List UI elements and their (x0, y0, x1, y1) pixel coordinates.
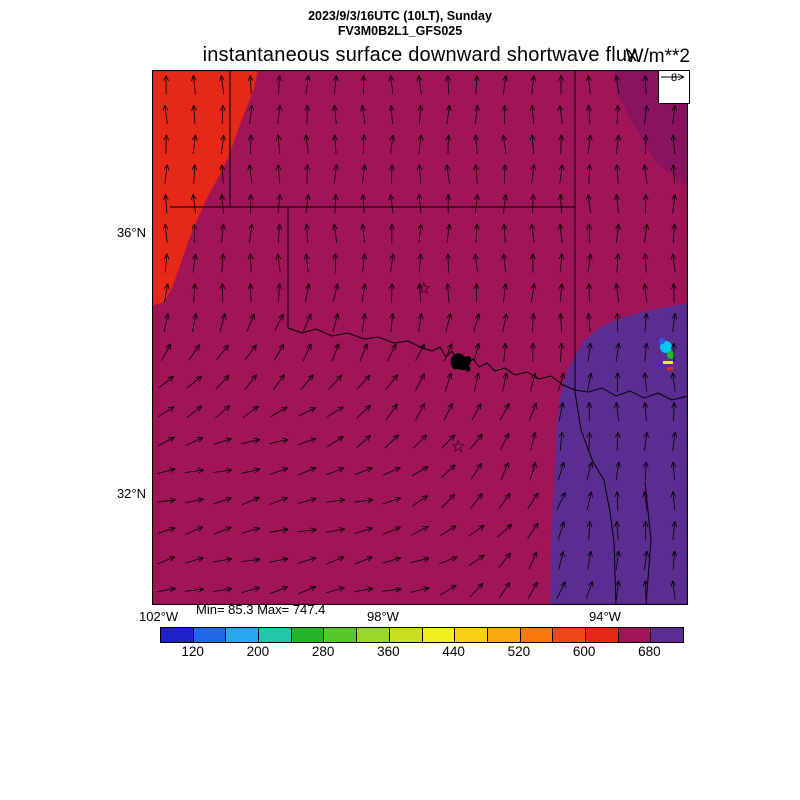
lat-label-32n: 32°N (116, 486, 146, 501)
colorbar-segment (225, 628, 259, 642)
high-flux-red-region (152, 70, 258, 306)
lon-label-94w: 94°W (589, 609, 621, 624)
map-plot: ☆☆ (152, 70, 688, 605)
reference-vector-value: 8 (670, 72, 678, 84)
colorbar-segment (617, 628, 651, 642)
colorbar-segment (192, 628, 226, 642)
colorbar-tick-label: 200 (246, 644, 270, 659)
low-flux-spot-red (667, 367, 673, 370)
chart-title: instantaneous surface downward shortwave… (202, 44, 638, 66)
colorbar-tick-label: 440 (442, 644, 465, 659)
lake-dot (465, 366, 471, 372)
model-name-line: FV3M0B2L1_GFS025 (337, 24, 463, 38)
colorbar-segment (161, 628, 193, 642)
low-flux-spot-cyan (660, 341, 672, 353)
colorbar-tick-label: 120 (181, 644, 204, 659)
colorbar-segment (584, 628, 618, 642)
colorbar-tick-label: 600 (572, 644, 596, 659)
colorbar-segment (258, 628, 291, 642)
colorbar-segment (290, 628, 324, 642)
colorbar-segment (650, 628, 683, 642)
colorbar-tick-label: 680 (638, 644, 661, 659)
wind-vector-field (156, 75, 678, 600)
colorbar (160, 627, 684, 643)
city-star-marker: ☆ (416, 279, 431, 298)
lon-label-102w: 102°W (139, 609, 179, 624)
lon-label-98w: 98°W (367, 609, 399, 624)
low-flux-spot-green (667, 351, 675, 359)
city-star-marker: ☆ (450, 437, 465, 456)
colorbar-tick-label: 520 (507, 644, 531, 659)
low-flux-spot-yellow (663, 361, 673, 364)
colorbar-segment (356, 628, 389, 642)
colorbar-segment (388, 628, 422, 642)
border-se-line (644, 481, 652, 605)
colorbar-labels: 120 200 280 360 440 520 600 680 (160, 644, 682, 662)
units-label: W/m**2 (625, 46, 690, 67)
red-river (287, 327, 688, 401)
colorbar-segment (421, 628, 455, 642)
colorbar-segment (323, 628, 357, 642)
low-flux-spot-blue (659, 338, 665, 344)
valid-time-line: 2023/9/3/16UTC (10LT), Sunday (308, 9, 492, 23)
border-tx-ar (574, 391, 617, 605)
map-frame (152, 70, 688, 605)
colorbar-tick-label: 280 (311, 644, 335, 659)
colorbar-tick-label: 360 (377, 644, 400, 659)
saturated-purple-region (550, 303, 688, 605)
reference-vector-arrow-icon (661, 73, 685, 81)
lat-label-36n: 36°N (116, 225, 146, 240)
reference-vector-box: 8 (658, 70, 690, 104)
colorbar-segment (454, 628, 487, 642)
map-area: ☆ ☆ 8 (152, 70, 690, 605)
state-borders (170, 70, 688, 605)
lake-texoma (450, 353, 472, 371)
city-markers: ☆☆ (416, 279, 466, 456)
colorbar-segment (486, 628, 520, 642)
colorbar-segment (552, 628, 585, 642)
colorbar-segment (519, 628, 553, 642)
min-max-stats: Min= 85.3 Max= 747.4 (196, 602, 326, 617)
